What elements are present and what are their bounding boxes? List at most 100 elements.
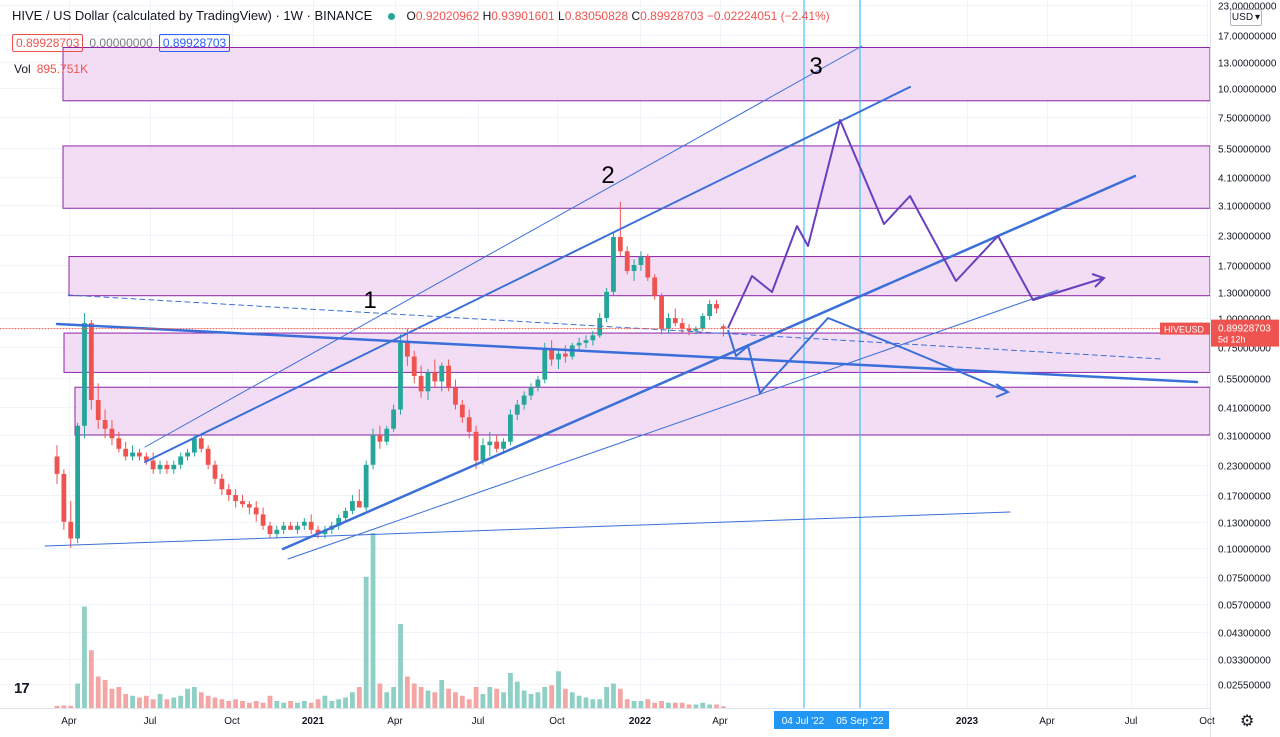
candle-body — [700, 316, 706, 329]
price-tick-label: 23.00000000 — [1218, 2, 1277, 13]
volume-bar — [439, 680, 445, 708]
candle-body — [439, 365, 445, 382]
countdown-label: 5d 12h — [1218, 335, 1246, 345]
symbol-title[interactable]: HIVE / US Dollar (calculated by TradingV… — [12, 8, 373, 23]
candle-body — [363, 464, 369, 508]
candle-body — [398, 342, 403, 410]
candle-body — [638, 256, 644, 265]
market-status-icon — [387, 12, 395, 20]
trend-drawings: 1 2 3 — [0, 0, 1211, 709]
candle-body — [178, 456, 184, 465]
buy-price-button[interactable]: 0.89928703 — [158, 34, 231, 52]
candle-body — [487, 441, 493, 446]
volume-bar — [576, 695, 582, 708]
time-axis[interactable]: AprJulOct2021AprJulOct2022AprJulSep2023A… — [0, 708, 1215, 730]
channel-upper-line — [144, 86, 911, 463]
wave-label: 2 — [601, 162, 614, 189]
volume-bar — [130, 695, 135, 708]
candle-body — [597, 318, 603, 336]
price-tick-label: 0.02550000 — [1218, 681, 1271, 692]
volume-bar — [143, 695, 149, 708]
open-label: O — [406, 9, 416, 23]
volume-bar — [315, 699, 321, 708]
sell-price-button[interactable]: 0.89928703 — [12, 34, 84, 52]
candle-body — [494, 441, 500, 449]
volume-bar — [528, 694, 534, 708]
candle-body — [446, 365, 451, 388]
gear-icon[interactable]: ⚙ — [1240, 713, 1255, 730]
candle-body — [425, 372, 431, 392]
volume-bar — [432, 692, 438, 708]
spread-value: 0.00000000 — [89, 36, 153, 50]
volume-bar — [446, 688, 451, 708]
volume-bar — [508, 673, 513, 708]
tradingview-logo-icon[interactable]: 17 — [14, 680, 30, 697]
time-tick-label: Oct — [224, 716, 240, 727]
supply-demand-zone — [74, 386, 1211, 436]
volume-bar — [116, 687, 122, 708]
candle-body — [185, 452, 190, 457]
cycle-date-tag — [831, 711, 889, 729]
candle-body — [336, 518, 342, 526]
last-price-label: 0.89928703 — [1218, 324, 1271, 335]
price-tick-label: 17.00000000 — [1218, 32, 1277, 43]
candle-body — [192, 438, 197, 453]
channel-outer-line — [144, 45, 863, 448]
candle-body — [535, 379, 541, 388]
price-axis[interactable]: 23.00000000 17.00000000 13.00000000 10.0000… — [1160, 0, 1279, 737]
candle-body — [102, 420, 108, 429]
candle-body — [61, 473, 67, 522]
volume-bar — [68, 705, 74, 708]
symbol-price-tag — [1160, 322, 1210, 335]
volume-bar — [322, 695, 328, 708]
candle-body — [514, 404, 520, 415]
candle-body — [672, 318, 678, 324]
candle-body — [679, 323, 685, 329]
candle-body — [508, 414, 513, 442]
time-tick-label: Apr — [1039, 716, 1055, 727]
candle-body — [611, 236, 616, 292]
candle-body — [233, 494, 239, 502]
volume-bar — [514, 681, 520, 708]
candle-body — [116, 438, 122, 449]
volume-bar — [604, 687, 609, 708]
candle-body — [720, 326, 726, 329]
volume-bar — [569, 692, 575, 708]
candle-body — [686, 328, 692, 331]
candlestick-series — [54, 201, 726, 548]
supply-demand-zone — [62, 145, 1211, 209]
price-tick-label: 0.03300000 — [1218, 656, 1271, 667]
bearish-projection-path — [727, 317, 1009, 394]
volume-bar — [267, 695, 273, 708]
volume-bar — [377, 683, 383, 708]
price-tick-label: 2.30000000 — [1218, 232, 1271, 243]
price-tick-label: 7.50000000 — [1218, 114, 1271, 125]
candle-body — [562, 353, 568, 357]
volume-value: 895.751K — [36, 62, 89, 76]
candle-body — [624, 251, 630, 272]
candle-body — [583, 340, 589, 343]
candle-body — [659, 295, 664, 329]
price-tick-label: 0.13000000 — [1218, 519, 1271, 530]
time-tick-label: Apr — [712, 716, 728, 727]
time-tick-label: Oct — [1199, 716, 1215, 727]
volume-bar — [164, 699, 170, 708]
volume-bar — [171, 697, 177, 708]
volume-bar — [679, 702, 685, 708]
candle-body — [549, 348, 555, 360]
volume-legend[interactable]: Vol 895.751K — [14, 62, 88, 76]
candle-body — [707, 304, 713, 317]
bullish-projection-path — [727, 119, 1105, 329]
volume-bar — [693, 704, 699, 708]
candle-body — [212, 464, 218, 479]
volume-bar — [246, 702, 252, 708]
currency-selector[interactable]: USD ▾ — [1230, 9, 1262, 26]
price-tick-label: 1.70000000 — [1218, 262, 1271, 273]
volume-bar — [714, 704, 719, 708]
candle-body — [246, 504, 252, 508]
volume-bar — [473, 687, 479, 708]
candle-body — [459, 404, 465, 418]
volume-bar — [391, 687, 397, 708]
volume-bar — [226, 701, 232, 708]
